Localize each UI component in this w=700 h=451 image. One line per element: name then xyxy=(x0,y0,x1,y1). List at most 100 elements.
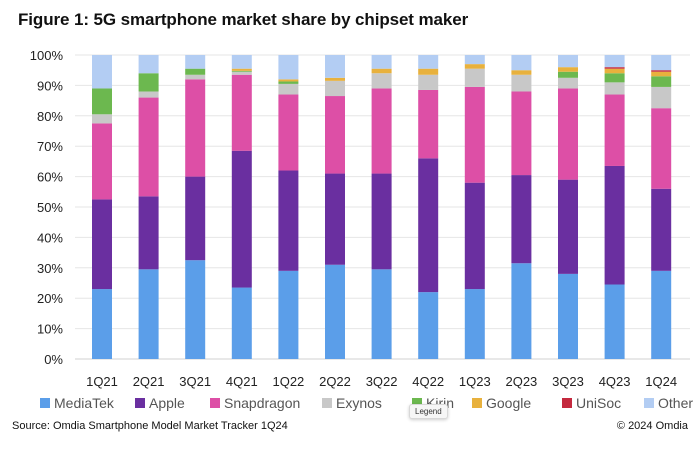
bar-stack-2Q21[interactable] xyxy=(138,55,159,359)
bar-segment-mediatek-3Q23[interactable] xyxy=(558,273,578,359)
bar-segment-google-4Q22[interactable] xyxy=(418,68,439,75)
bar-segment-snapdragon-4Q22[interactable] xyxy=(418,89,439,159)
bar-segment-exynos-2Q22[interactable] xyxy=(325,80,345,97)
bar-segment-kirin-1Q22[interactable] xyxy=(278,81,299,84)
bar-segment-apple-3Q23[interactable] xyxy=(558,179,578,274)
bar-segment-apple-1Q22[interactable] xyxy=(278,170,299,271)
bar-segment-mediatek-1Q23[interactable] xyxy=(464,289,485,359)
bar-stack-3Q22[interactable] xyxy=(371,55,392,359)
bar-stack-1Q22[interactable] xyxy=(278,55,299,359)
bar-segment-snapdragon-2Q22[interactable] xyxy=(325,96,345,174)
bar-segment-mediatek-2Q22[interactable] xyxy=(325,264,345,359)
bar-segment-unisoc-4Q23[interactable] xyxy=(604,67,625,69)
bar-segment-kirin-1Q24[interactable] xyxy=(651,76,672,87)
bar-segment-mediatek-4Q23[interactable] xyxy=(604,284,625,359)
bar-segment-snapdragon-2Q23[interactable] xyxy=(511,91,532,176)
legend-item-mediatek[interactable]: MediaTek xyxy=(40,395,114,411)
bar-segment-apple-4Q22[interactable] xyxy=(418,158,439,293)
legend-item-exynos[interactable]: Exynos xyxy=(322,395,382,411)
bar-segment-snapdragon-3Q23[interactable] xyxy=(558,88,578,180)
legend-item-other[interactable]: Other xyxy=(644,395,693,411)
bar-segment-exynos-2Q23[interactable] xyxy=(511,74,532,92)
bar-segment-other-2Q23[interactable] xyxy=(511,55,532,71)
bar-segment-google-2Q23[interactable] xyxy=(511,70,532,75)
bar-segment-mediatek-3Q22[interactable] xyxy=(371,269,392,359)
bar-segment-exynos-4Q23[interactable] xyxy=(604,82,625,95)
legend-item-unisoc[interactable]: UniSoc xyxy=(562,395,621,411)
legend-item-snapdragon[interactable]: Snapdragon xyxy=(210,395,300,411)
bar-segment-other-4Q21[interactable] xyxy=(231,55,252,69)
bar-segment-google-4Q23[interactable] xyxy=(604,68,625,74)
bar-segment-other-4Q23[interactable] xyxy=(604,55,625,68)
bar-segment-kirin-1Q21[interactable] xyxy=(92,88,112,115)
bar-segment-mediatek-2Q21[interactable] xyxy=(138,269,159,359)
bar-segment-exynos-3Q23[interactable] xyxy=(558,77,578,89)
bar-segment-kirin-2Q21[interactable] xyxy=(138,73,159,92)
bar-segment-apple-3Q21[interactable] xyxy=(185,176,206,261)
bar-stack-1Q21[interactable] xyxy=(92,55,112,359)
bar-segment-snapdragon-1Q22[interactable] xyxy=(278,94,299,171)
bar-segment-other-3Q22[interactable] xyxy=(371,55,392,69)
bar-segment-apple-1Q24[interactable] xyxy=(651,188,672,271)
bar-segment-exynos-1Q23[interactable] xyxy=(464,68,485,87)
bar-segment-google-1Q22[interactable] xyxy=(278,79,299,82)
bar-segment-other-1Q21[interactable] xyxy=(92,55,112,89)
bar-segment-other-2Q22[interactable] xyxy=(325,55,345,78)
bar-stack-3Q23[interactable] xyxy=(558,55,578,359)
bar-stack-2Q23[interactable] xyxy=(511,55,532,359)
bar-stack-4Q21[interactable] xyxy=(231,55,252,359)
legend[interactable]: MediaTek Apple Snapdragon Exynos Kirin Google… xyxy=(0,395,700,413)
bar-segment-unisoc-1Q24[interactable] xyxy=(651,70,672,72)
bar-segment-mediatek-3Q21[interactable] xyxy=(185,260,206,359)
bar-stack-2Q22[interactable] xyxy=(325,55,345,359)
bar-segment-kirin-3Q21[interactable] xyxy=(185,68,206,75)
bar-segment-google-2Q22[interactable] xyxy=(325,77,345,81)
bar-segment-mediatek-1Q21[interactable] xyxy=(92,289,112,359)
bar-segment-kirin-4Q23[interactable] xyxy=(604,73,625,83)
bar-segment-mediatek-4Q21[interactable] xyxy=(231,287,252,359)
bar-segment-mediatek-1Q24[interactable] xyxy=(651,270,672,359)
bar-segment-snapdragon-1Q24[interactable] xyxy=(651,108,672,189)
bar-segment-other-4Q22[interactable] xyxy=(418,55,439,69)
bar-segment-other-2Q21[interactable] xyxy=(138,55,159,74)
bar-segment-google-1Q23[interactable] xyxy=(464,64,485,69)
bar-segment-apple-4Q21[interactable] xyxy=(231,150,252,288)
bar-segment-mediatek-2Q23[interactable] xyxy=(511,263,532,359)
bar-segment-other-3Q23[interactable] xyxy=(558,55,578,68)
legend-item-apple[interactable]: Apple xyxy=(135,395,185,411)
bar-segment-exynos-3Q21[interactable] xyxy=(185,74,206,80)
bar-segment-google-4Q21[interactable] xyxy=(231,68,252,71)
bar-segment-other-3Q21[interactable] xyxy=(185,55,206,69)
bar-segment-apple-2Q22[interactable] xyxy=(325,173,345,265)
bar-segment-exynos-3Q22[interactable] xyxy=(371,73,392,89)
bar-segment-exynos-1Q22[interactable] xyxy=(278,83,299,95)
bar-segment-exynos-1Q21[interactable] xyxy=(92,114,112,124)
bar-stack-3Q21[interactable] xyxy=(185,55,206,359)
bar-segment-snapdragon-3Q21[interactable] xyxy=(185,79,206,177)
bar-segment-snapdragon-2Q21[interactable] xyxy=(138,97,159,197)
bar-segment-mediatek-1Q22[interactable] xyxy=(278,270,299,359)
bar-segment-google-1Q24[interactable] xyxy=(651,71,672,77)
bar-segment-kirin-4Q21[interactable] xyxy=(231,70,252,72)
bar-segment-snapdragon-4Q21[interactable] xyxy=(231,74,252,151)
bar-segment-exynos-2Q21[interactable] xyxy=(138,91,159,98)
bar-segment-other-1Q22[interactable] xyxy=(278,55,299,80)
bar-stack-1Q23[interactable] xyxy=(464,55,485,359)
legend-item-google[interactable]: Google xyxy=(472,395,531,411)
bar-segment-google-3Q23[interactable] xyxy=(558,67,578,72)
bar-segment-snapdragon-4Q23[interactable] xyxy=(604,94,625,166)
bar-segment-apple-3Q22[interactable] xyxy=(371,173,392,270)
bar-segment-apple-2Q21[interactable] xyxy=(138,196,159,270)
bar-segment-exynos-4Q22[interactable] xyxy=(418,74,439,90)
bar-segment-mediatek-4Q22[interactable] xyxy=(418,292,439,359)
bar-segment-exynos-1Q24[interactable] xyxy=(651,86,672,109)
bar-segment-other-1Q23[interactable] xyxy=(464,55,485,65)
bar-stack-4Q22[interactable] xyxy=(418,55,439,359)
bar-segment-apple-4Q23[interactable] xyxy=(604,165,625,285)
bar-segment-snapdragon-3Q22[interactable] xyxy=(371,88,392,174)
bar-segment-apple-1Q21[interactable] xyxy=(92,199,112,290)
bar-segment-exynos-4Q21[interactable] xyxy=(231,71,252,75)
bar-segment-snapdragon-1Q23[interactable] xyxy=(464,86,485,183)
bar-segment-apple-2Q23[interactable] xyxy=(511,175,532,264)
bar-segment-other-1Q24[interactable] xyxy=(651,55,672,71)
